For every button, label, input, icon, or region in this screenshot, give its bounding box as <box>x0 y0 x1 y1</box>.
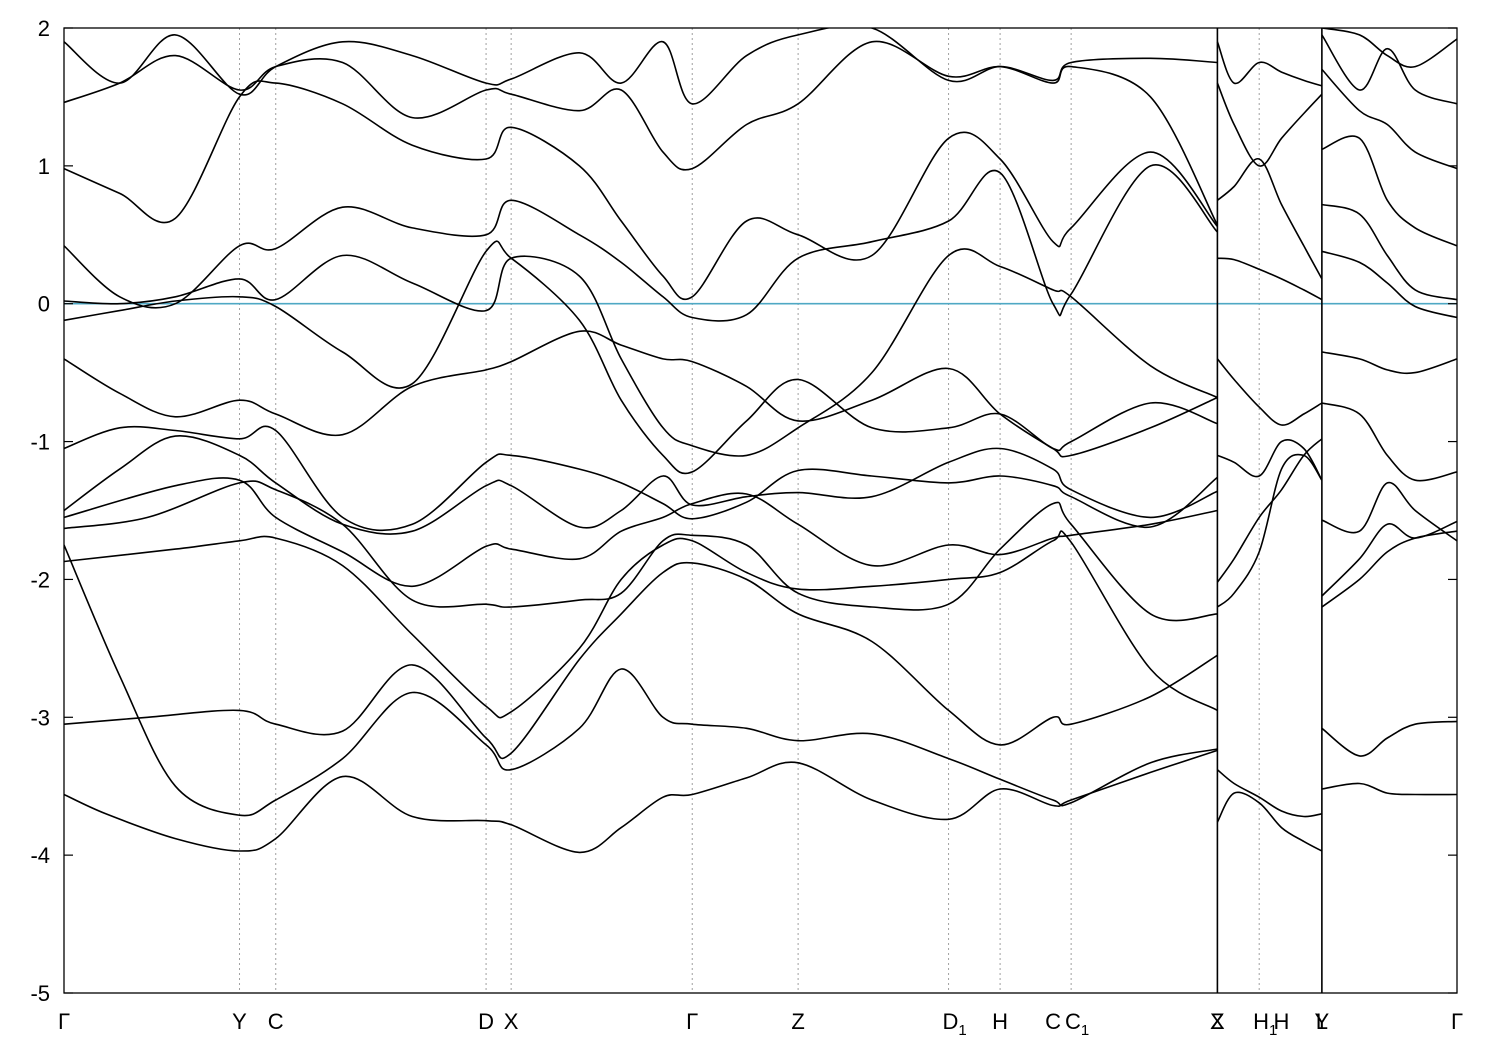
y-tick-label-0: 2 <box>38 16 50 41</box>
band-0 <box>64 749 1218 854</box>
band-26 <box>1321 720 1457 757</box>
band-23 <box>1216 82 1323 167</box>
band-11 <box>64 164 1218 322</box>
band-8 <box>64 330 1218 458</box>
y-tick-label-7: -5 <box>30 981 50 1006</box>
band-14 <box>64 28 1218 105</box>
x-axis-kpoint-labels: Γ Y C D X Γ Z D1 H C C1 ZX H1H YL Γ <box>58 1009 1463 1039</box>
y-tick-label-1: 1 <box>38 154 50 179</box>
plot-frame <box>63 27 1458 994</box>
band-13 <box>64 40 1219 226</box>
kpoint-label-7: D1 <box>942 1009 966 1039</box>
kpoint-label-15: Y <box>1315 1009 1330 1034</box>
band-25 <box>1321 782 1457 796</box>
band-7 <box>64 425 1218 532</box>
band-31 <box>1321 351 1457 375</box>
band-lines <box>64 28 1457 854</box>
kpoint-label-2: C <box>268 1009 284 1034</box>
band-22 <box>1216 158 1323 280</box>
band-16 <box>1216 769 1323 818</box>
band-35 <box>1321 68 1457 170</box>
band-4 <box>64 480 1218 622</box>
band-6 <box>64 435 1218 535</box>
kpoint-label-14: H <box>1274 1009 1290 1034</box>
band-15 <box>1216 791 1323 852</box>
band-30 <box>1321 402 1457 482</box>
kpoint-lines <box>239 28 1323 993</box>
band-3 <box>64 530 1218 719</box>
band-19 <box>1217 439 1323 481</box>
band-2 <box>64 561 1218 760</box>
kpoint-label-17: Γ <box>1451 1009 1463 1034</box>
band-18 <box>1216 438 1323 583</box>
band-37 <box>1321 28 1457 68</box>
kpoint-label-11: Z <box>1211 1009 1224 1034</box>
band-21 <box>1217 257 1323 301</box>
band-20 <box>1216 358 1323 426</box>
y-tick-label-6: -4 <box>30 843 50 868</box>
kpoint-label-6: Z <box>791 1009 804 1034</box>
band-5 <box>64 477 1218 588</box>
y-tick-label-2: 0 <box>38 292 50 317</box>
band-10 <box>64 248 1218 457</box>
band-24 <box>1216 41 1323 87</box>
band-32 <box>1321 250 1457 319</box>
kpoint-label-9: C <box>1045 1009 1061 1034</box>
kpoint-label-0: Γ <box>58 1009 70 1034</box>
kpoint-label-10: C1 <box>1065 1009 1089 1039</box>
band-33 <box>1321 203 1457 301</box>
band-36 <box>1321 34 1457 105</box>
band-17 <box>1216 453 1323 608</box>
y-tick-label-5: -3 <box>30 705 50 730</box>
kpoint-label-3: D <box>478 1009 494 1034</box>
band-12 <box>64 80 1218 301</box>
band-29 <box>1321 481 1457 542</box>
kpoint-label-13: H1 <box>1253 1009 1277 1039</box>
kpoint-label-16: L <box>1316 1009 1328 1034</box>
kpoint-label-8: H <box>992 1009 1008 1034</box>
band-34 <box>1321 135 1457 247</box>
kpoint-label-5: Γ <box>686 1009 698 1034</box>
band-28 <box>1321 520 1457 597</box>
y-tick-label-3: -1 <box>30 430 50 455</box>
kpoint-label-4: X <box>504 1009 519 1034</box>
band-9 <box>64 240 1218 475</box>
y-axis: 2 1 0 -1 -2 -3 -4 -5 <box>30 16 1457 1006</box>
band-1 <box>64 544 1218 817</box>
kpoint-label-1: Y <box>232 1009 247 1034</box>
discontinuity-lines <box>1216 28 1323 993</box>
kpoint-label-12: X <box>1210 1009 1225 1034</box>
band-27 <box>1321 530 1457 608</box>
y-tick-label-4: -2 <box>30 567 50 592</box>
